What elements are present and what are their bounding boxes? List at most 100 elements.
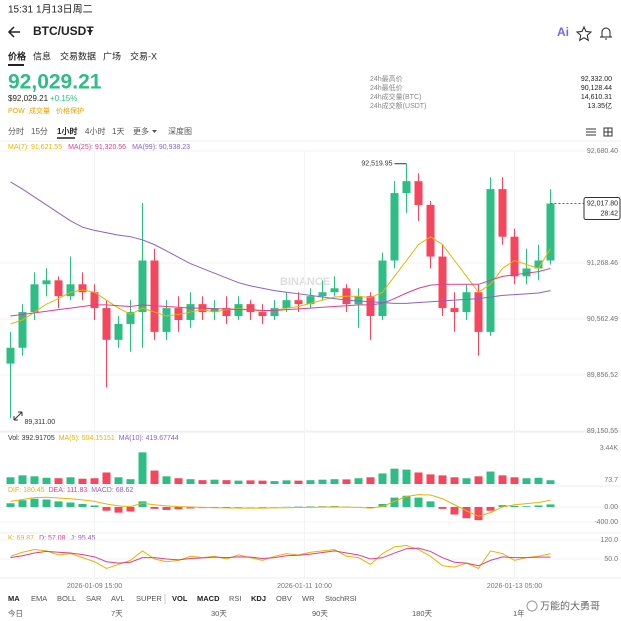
indicator[interactable]: KDJ xyxy=(251,594,266,603)
pair-dropdown[interactable] xyxy=(87,30,93,34)
interval[interactable]: 更多 xyxy=(133,126,149,136)
volume-bar xyxy=(330,479,339,484)
kdj-legend: K: 69.87 xyxy=(8,535,34,542)
macd-bar xyxy=(474,506,483,521)
stat-label: 24h最高价 xyxy=(370,74,403,83)
stat-value: 92,332.00 xyxy=(581,76,612,83)
more-dropdown xyxy=(152,130,157,133)
candle-body xyxy=(546,203,555,261)
candle-body xyxy=(318,292,327,297)
indicator[interactable]: OBV xyxy=(276,594,292,603)
volume-bar xyxy=(174,478,183,484)
volume-bar xyxy=(66,477,75,484)
candle-body xyxy=(246,304,255,313)
candle-body xyxy=(534,260,543,269)
price-tag: 成交量 xyxy=(29,106,50,115)
kdj-legend: J: 95.45 xyxy=(71,535,96,542)
volume-bar xyxy=(318,479,327,484)
candle-body xyxy=(498,189,507,237)
range[interactable]: 30天 xyxy=(211,609,227,618)
indicator[interactable]: WR xyxy=(302,594,315,603)
indicator[interactable]: SUPER xyxy=(136,594,162,603)
chart-settings[interactable] xyxy=(586,127,613,137)
stat-label: 24h成交额(USDT) xyxy=(370,101,426,110)
pair[interactable]: BTC/USDT xyxy=(33,24,94,38)
indicator[interactable]: SAR xyxy=(86,594,102,603)
candle-body xyxy=(390,193,399,261)
candle-body xyxy=(510,236,519,277)
volume-bar xyxy=(6,477,15,484)
candle-body xyxy=(522,268,531,277)
interval[interactable]: 4小时 xyxy=(85,126,105,136)
tab[interactable]: 广场 xyxy=(103,50,121,61)
stat-value: 13.35亿 xyxy=(587,101,612,110)
status-date: 1月13日周二 xyxy=(36,4,93,16)
candle-body xyxy=(42,280,51,285)
range[interactable]: 1年 xyxy=(513,608,525,618)
candle-body xyxy=(330,288,339,293)
y-tick-label: 90,562.49 xyxy=(587,316,618,323)
last-price-box xyxy=(583,197,621,221)
candle-body xyxy=(414,181,423,205)
y-tick-label: 50.0 xyxy=(604,556,618,563)
indicator[interactable]: RSI xyxy=(229,594,242,603)
macd-legend: DEA: 111.83 xyxy=(49,487,88,494)
tab[interactable]: 交易数据 xyxy=(60,50,96,61)
interval[interactable]: 深度图 xyxy=(168,126,192,136)
interval[interactable]: 1天 xyxy=(112,127,124,136)
range[interactable]: 7天 xyxy=(111,609,123,618)
indicator[interactable]: EMA xyxy=(31,594,47,603)
candle-body xyxy=(30,284,39,313)
ai-button[interactable]: Ai xyxy=(557,25,569,39)
macd-bar xyxy=(78,503,87,507)
macd-bar xyxy=(450,506,459,515)
indicator[interactable]: MA xyxy=(8,594,20,603)
indicator[interactable]: MACD xyxy=(197,594,220,603)
indicator[interactable]: BOLL xyxy=(57,594,76,603)
low-label: 89,311.00 xyxy=(25,419,56,426)
macd-bar xyxy=(126,506,135,512)
indicator[interactable]: StochRSI xyxy=(325,594,357,603)
vol-legend: MA(10): 419.67744 xyxy=(119,435,179,442)
candle-body xyxy=(66,284,75,297)
vol-legend: MA(5): 504.15151 xyxy=(59,435,115,442)
ma-line xyxy=(10,267,551,317)
macd-bar xyxy=(318,506,327,507)
range[interactable]: 180天 xyxy=(412,609,433,618)
candle-body xyxy=(18,312,27,348)
indicator[interactable]: AVL xyxy=(111,594,125,603)
high-label: 92,519.95 xyxy=(361,161,392,168)
vol-legend: Vol: 392.91705 xyxy=(8,435,55,442)
ma-legend: MA(7): 91,621.55 xyxy=(8,144,62,151)
macd-bar xyxy=(90,505,99,507)
tab[interactable]: 交易-X xyxy=(130,50,157,61)
tab[interactable]: 价格 xyxy=(8,50,27,61)
range[interactable]: 90天 xyxy=(312,609,328,618)
favorite[interactable] xyxy=(575,25,593,42)
tab[interactable]: 信息 xyxy=(33,50,51,61)
candle-body xyxy=(258,312,267,317)
back-button[interactable] xyxy=(7,26,20,38)
candle-body xyxy=(114,323,123,340)
interval[interactable]: 分时 xyxy=(8,126,24,136)
candle-body xyxy=(162,308,171,332)
kdj-line xyxy=(10,547,551,567)
indicator[interactable]: VOL xyxy=(172,594,188,603)
x-tick-label: 2026-01-11 10:00 xyxy=(277,583,332,590)
expand[interactable] xyxy=(13,411,23,421)
volume-bar xyxy=(342,479,351,484)
range[interactable]: 今日 xyxy=(8,608,23,618)
macd-bar xyxy=(498,505,507,507)
macd-bar xyxy=(150,506,159,509)
alert[interactable] xyxy=(600,27,612,40)
candle-body xyxy=(426,204,435,257)
macd-line xyxy=(10,494,551,517)
candle-body xyxy=(102,308,111,340)
volume-bar xyxy=(402,469,411,484)
interval[interactable]: 1小时 xyxy=(57,126,77,136)
volume-bar xyxy=(426,474,435,484)
macd-bar xyxy=(66,502,75,507)
interval[interactable]: 15分 xyxy=(31,127,48,136)
macd-bar xyxy=(414,497,423,507)
